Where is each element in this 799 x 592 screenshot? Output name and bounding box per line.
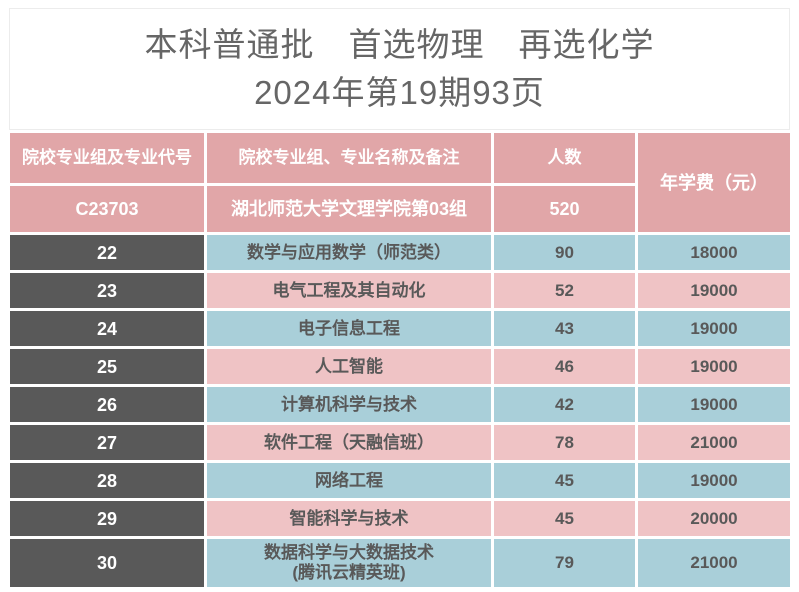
row-count: 79 [494, 539, 635, 587]
row-count: 90 [494, 235, 635, 270]
title-issue-line: 2024年第19期93页 [254, 74, 545, 111]
row-code: 25 [10, 349, 204, 384]
admissions-table: 院校专业组及专业代号 院校专业组、专业名称及备注 人数 年学费（元） C2370… [10, 133, 790, 587]
row-major-name: 网络工程 [207, 463, 491, 498]
row-code: 26 [10, 387, 204, 422]
row-fee: 19000 [638, 273, 790, 308]
row-code: 28 [10, 463, 204, 498]
row-code: 23 [10, 273, 204, 308]
row-fee: 21000 [638, 425, 790, 460]
page-title: 本科普通批 首选物理 再选化学 2024年第19期93页 [9, 8, 790, 130]
row-major-name: 电气工程及其自动化 [207, 273, 491, 308]
row-fee: 18000 [638, 235, 790, 270]
row-count: 45 [494, 463, 635, 498]
row-major-name: 软件工程（天融信班） [207, 425, 491, 460]
row-count: 43 [494, 311, 635, 346]
title-batch-line: 本科普通批 首选物理 再选化学 [144, 26, 655, 63]
row-major-name: 数据科学与大数据技术 (腾讯云精英班) [207, 539, 491, 587]
row-major-name-line2: (腾讯云精英班) [292, 563, 406, 582]
row-code: 30 [10, 539, 204, 587]
row-count: 78 [494, 425, 635, 460]
row-count: 52 [494, 273, 635, 308]
row-fee: 19000 [638, 463, 790, 498]
row-major-name: 数学与应用数学（师范类） [207, 235, 491, 270]
group-count: 520 [494, 186, 635, 232]
header-count-column: 人数 [494, 133, 635, 183]
row-major-name: 智能科学与技术 [207, 501, 491, 536]
row-count: 46 [494, 349, 635, 384]
row-code: 22 [10, 235, 204, 270]
row-major-name: 人工智能 [207, 349, 491, 384]
header-code-column: 院校专业组及专业代号 [10, 133, 204, 183]
header-fee-column: 年学费（元） [638, 133, 790, 232]
row-count: 45 [494, 501, 635, 536]
row-fee: 20000 [638, 501, 790, 536]
row-fee: 19000 [638, 387, 790, 422]
row-fee: 21000 [638, 539, 790, 587]
group-code: C23703 [10, 186, 204, 232]
row-major-name: 电子信息工程 [207, 311, 491, 346]
row-code: 24 [10, 311, 204, 346]
row-major-name-line1: 数据科学与大数据技术 [264, 543, 434, 562]
row-code: 27 [10, 425, 204, 460]
row-major-name: 计算机科学与技术 [207, 387, 491, 422]
row-fee: 19000 [638, 311, 790, 346]
header-name-column: 院校专业组、专业名称及备注 [207, 133, 491, 183]
row-fee: 19000 [638, 349, 790, 384]
group-name: 湖北师范大学文理学院第03组 [207, 186, 491, 232]
row-count: 42 [494, 387, 635, 422]
row-code: 29 [10, 501, 204, 536]
